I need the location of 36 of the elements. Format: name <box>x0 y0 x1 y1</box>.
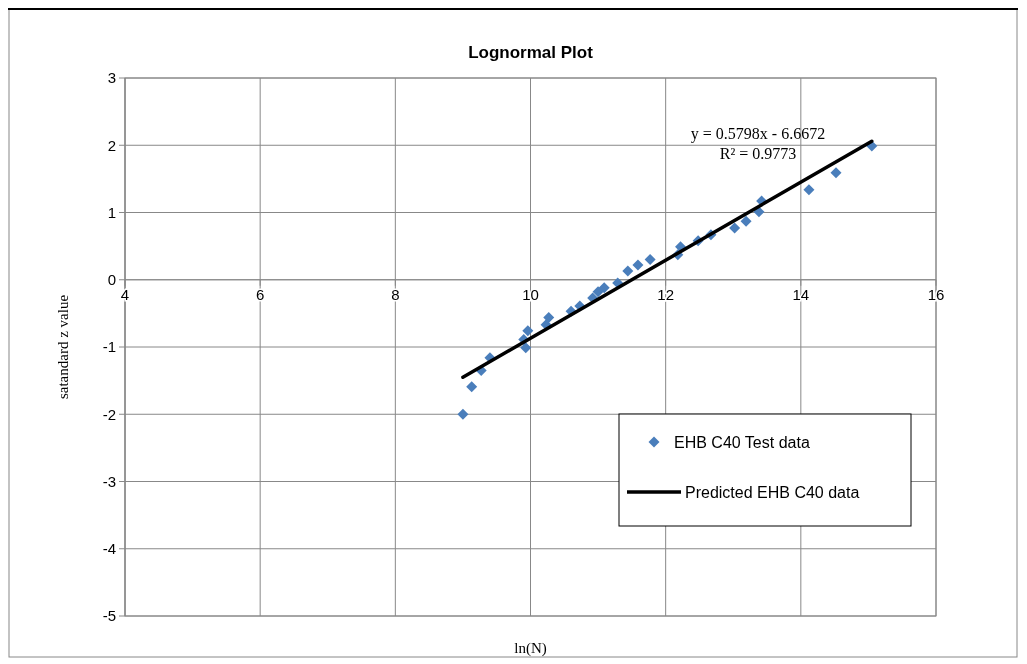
point <box>644 254 656 266</box>
point <box>830 167 842 179</box>
y-tick-label: 0 <box>107 271 116 288</box>
point <box>632 259 644 271</box>
y-tick-label: -5 <box>102 607 116 625</box>
point <box>543 311 555 323</box>
y-tick-label: 1 <box>107 203 116 221</box>
point <box>803 184 815 196</box>
x-tick-label: 16 <box>927 285 945 303</box>
point <box>740 215 752 227</box>
point <box>466 381 478 393</box>
y-tick-label: 3 <box>107 69 116 87</box>
y-tick-label: 2 <box>107 136 116 154</box>
y-tick-label: -3 <box>102 472 116 490</box>
legend-label: EHB C40 Test data <box>674 433 810 451</box>
y-axis-title: satandard z value <box>55 294 71 400</box>
y-tick-label: -2 <box>102 405 116 423</box>
point <box>598 282 610 294</box>
y-tick-label: -4 <box>102 540 116 557</box>
point <box>622 265 634 277</box>
point <box>457 408 469 420</box>
x-axis-title: ln(N) <box>514 640 547 657</box>
x-tick-label: 12 <box>657 285 675 303</box>
x-tick-label: 14 <box>792 285 810 303</box>
point <box>520 342 532 354</box>
x-tick-label: 10 <box>522 285 539 303</box>
point <box>522 325 534 337</box>
y-tick-label: -1 <box>102 338 116 356</box>
x-tick-label: 8 <box>391 285 400 303</box>
annotation: y = 0.5798x - 6.6672 <box>690 125 826 143</box>
chart-title: Lognormal Plot <box>468 43 594 62</box>
x-tick-label: 6 <box>255 285 265 303</box>
annotation: R² = 0.9773 <box>719 145 797 162</box>
legend-label: Predicted EHB C40 data <box>685 483 860 501</box>
point <box>729 222 741 234</box>
x-tick-label: 4 <box>120 285 130 303</box>
